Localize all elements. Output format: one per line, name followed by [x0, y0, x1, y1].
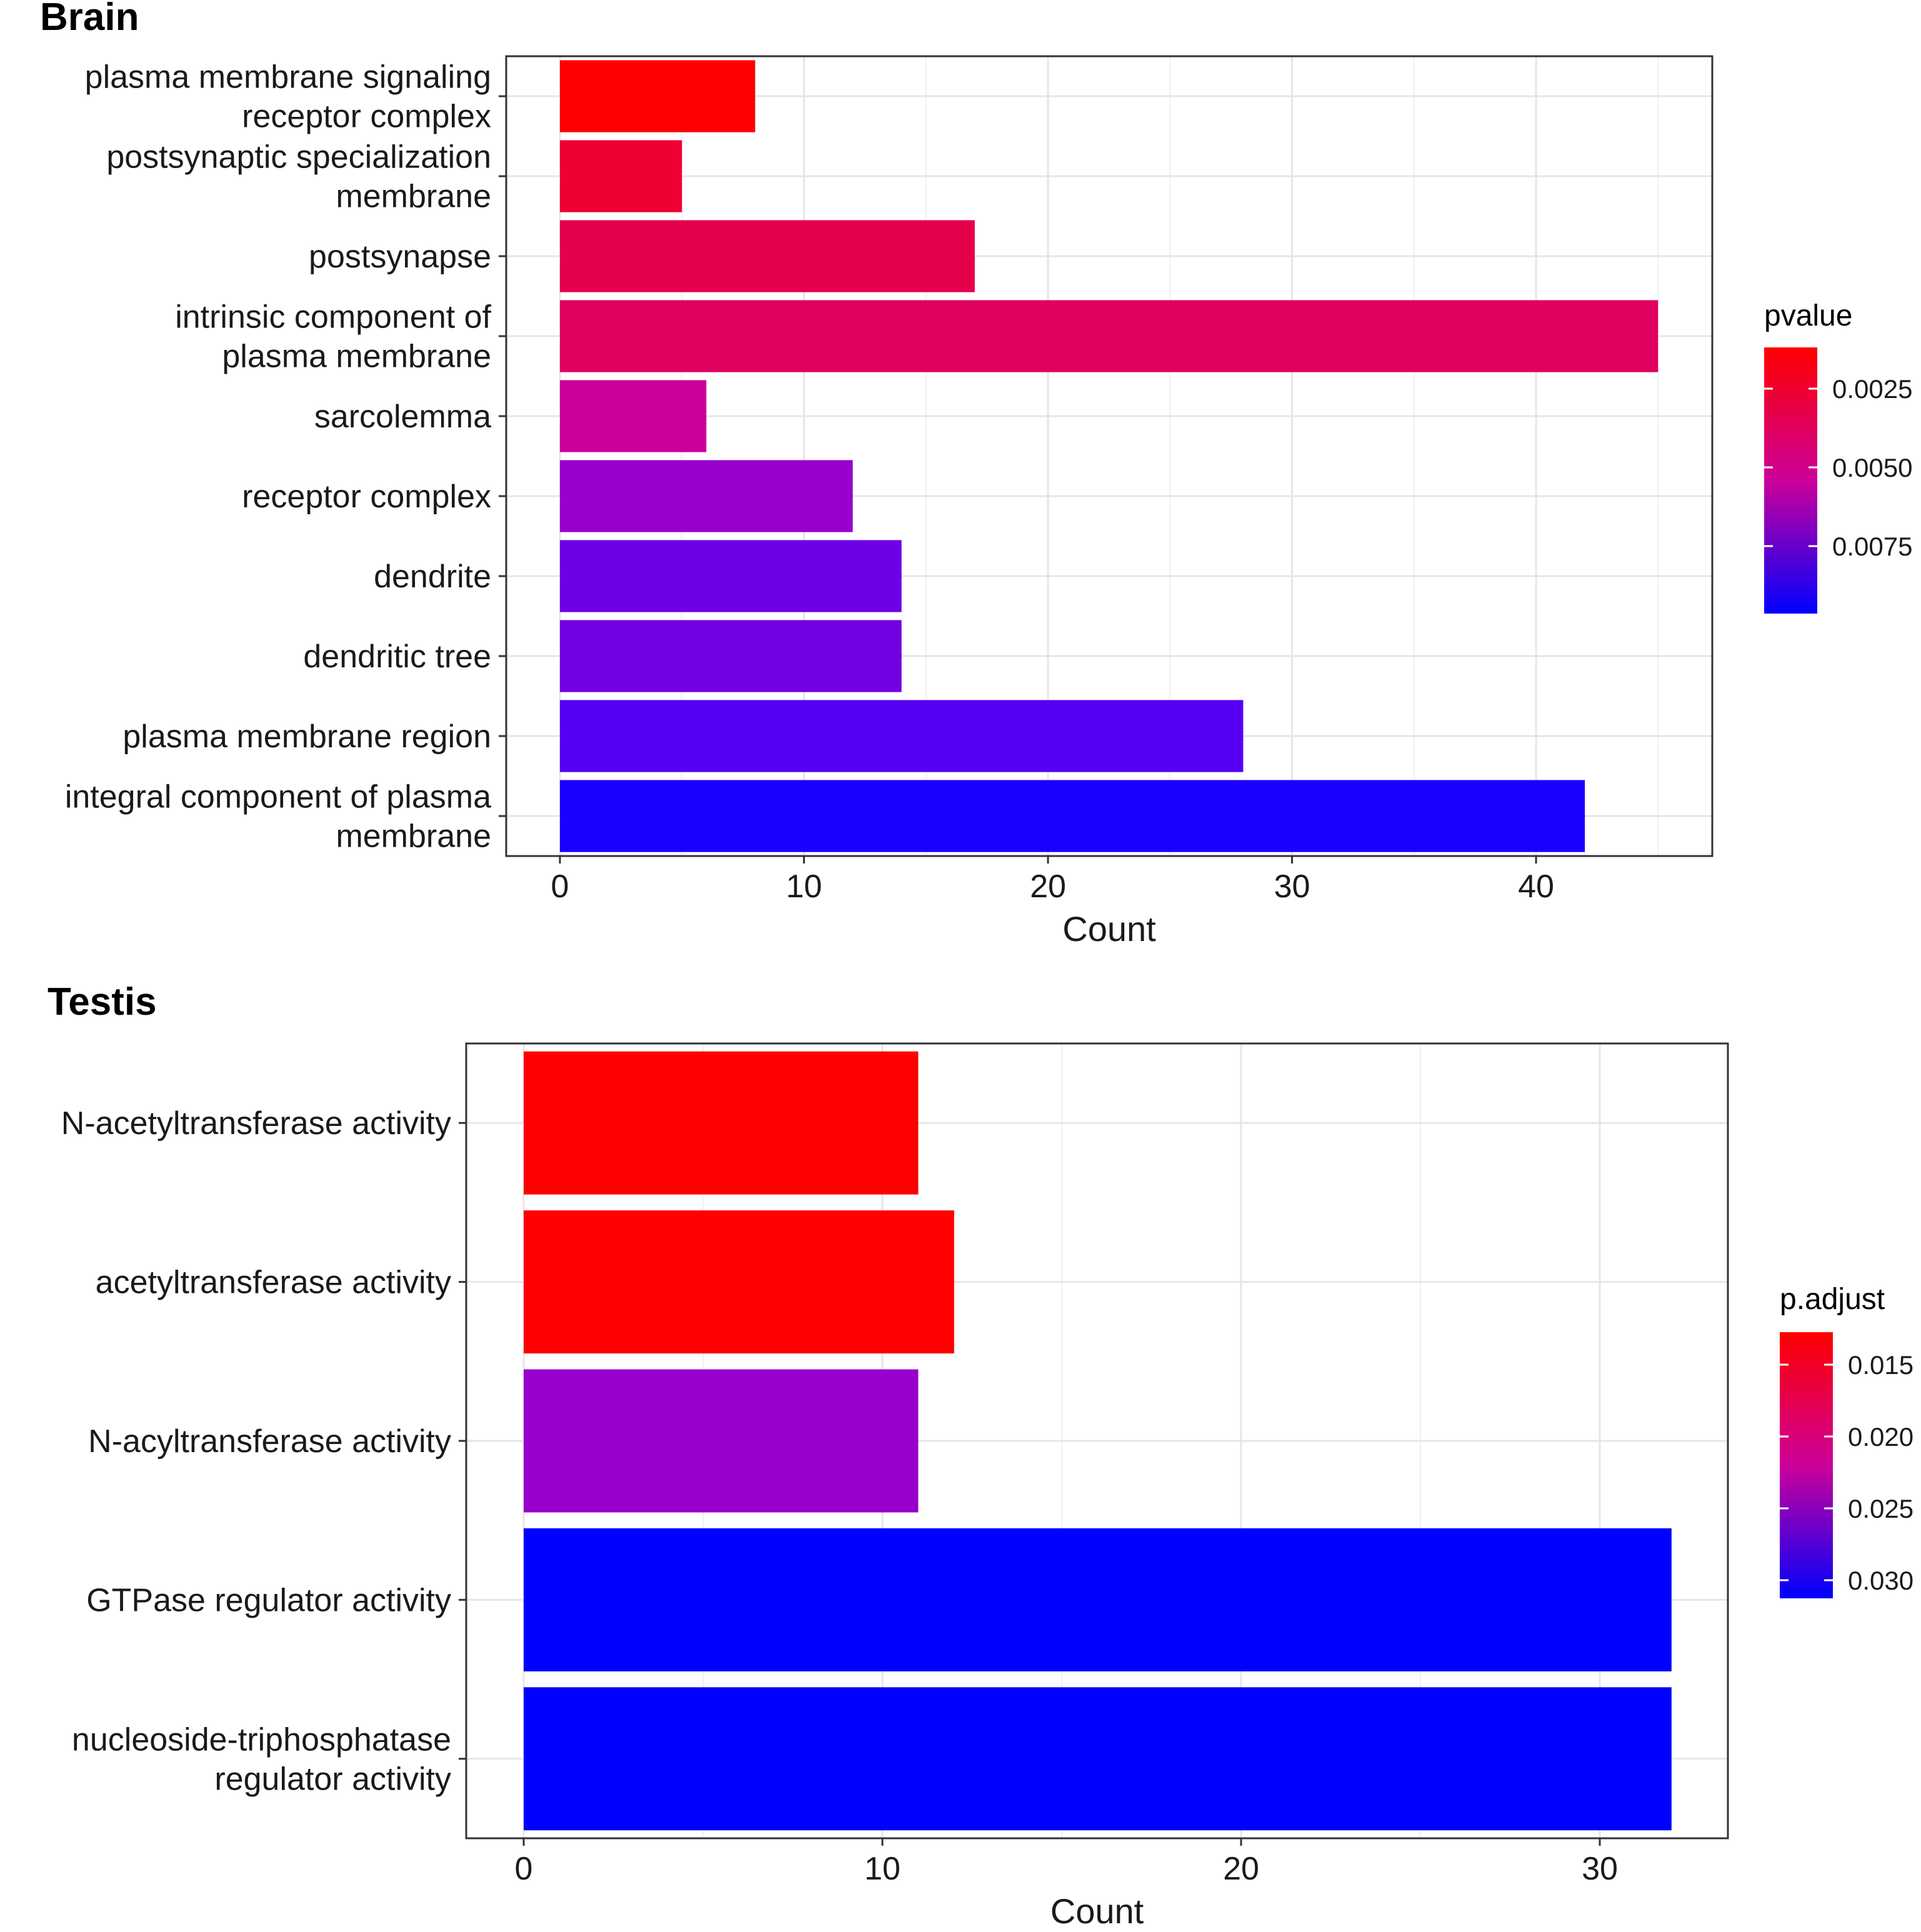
y-tick-label: acetyltransferase activity	[96, 1265, 451, 1301]
y-tick-label: N-acyltransferase activity	[88, 1423, 451, 1460]
y-tick-label: plasma membrane signaling receptor comple…	[85, 59, 491, 135]
bar	[560, 620, 902, 692]
legend-tick-label: 0.020	[1848, 1422, 1914, 1451]
y-tick-label: integral component of plasma membrane	[65, 779, 491, 855]
bar	[560, 140, 682, 212]
legend-colorbar	[1764, 347, 1817, 614]
legend-tick-label: 0.015	[1848, 1350, 1914, 1380]
bar	[560, 60, 756, 132]
y-tick-label: intrinsic component of plasma membrane	[175, 299, 491, 375]
y-tick-label: dendrite	[374, 559, 491, 595]
x-tick-label: 0	[515, 1851, 533, 1887]
legend-tick-label: 0.0025	[1832, 374, 1912, 404]
bar	[524, 1051, 919, 1195]
y-tick-label: plasma membrane region	[122, 719, 491, 755]
bar	[524, 1528, 1672, 1671]
x-tick-label: 30	[1582, 1851, 1618, 1887]
x-tick-label: 20	[1030, 869, 1066, 905]
y-tick-label: sarcolemma	[314, 399, 491, 435]
x-axis-title: Count	[1062, 909, 1156, 949]
y-tick-label: receptor complex	[242, 479, 491, 515]
y-tick-label: postsynaptic specialization membrane	[106, 139, 491, 215]
legend-tick-label: 0.0075	[1832, 532, 1912, 561]
brain-panel: Brain plasma membrane signaling receptor …	[0, 0, 1921, 962]
x-tick-label: 30	[1274, 869, 1310, 905]
brain-legend-title: pvalue	[1764, 299, 1853, 332]
testis-panel: Testis N-acetyltransferase activity acety…	[0, 962, 1921, 1932]
y-tick-label: postsynapse	[309, 239, 491, 275]
y-tick-label: GTPase regulator activity	[86, 1582, 451, 1618]
testis-chart-title: Testis	[47, 980, 157, 1023]
y-tick-label: nucleoside-triphosphatase regulator activ…	[72, 1721, 451, 1797]
y-tick-label: N-acetyltransferase activity	[61, 1105, 451, 1142]
testis-bar-chart: N-acetyltransferase activity acetyltransf…	[61, 1042, 1914, 1931]
bar	[560, 700, 1244, 772]
testis-legend-title: p.adjust	[1780, 1283, 1885, 1316]
bar	[560, 780, 1585, 852]
bar	[560, 540, 902, 612]
brain-chart-title: Brain	[40, 0, 139, 39]
x-tick-label: 0	[551, 869, 569, 905]
x-axis-title: Count	[1050, 1891, 1144, 1931]
legend-tick-label: 0.025	[1848, 1494, 1914, 1523]
x-tick-label: 10	[864, 1851, 901, 1887]
bar	[524, 1687, 1672, 1831]
bar	[560, 220, 975, 292]
bar	[524, 1369, 919, 1513]
x-tick-label: 40	[1518, 869, 1554, 905]
bar	[560, 460, 853, 532]
legend-tick-label: 0.0050	[1832, 453, 1912, 482]
bar	[524, 1210, 954, 1354]
y-tick-label: dendritic tree	[303, 639, 491, 675]
x-tick-label: 20	[1223, 1851, 1259, 1887]
bar	[560, 300, 1659, 372]
brain-bar-chart: plasma membrane signaling receptor comple…	[65, 55, 1912, 949]
legend-colorbar	[1780, 1332, 1833, 1598]
bar	[560, 380, 707, 452]
legend-tick-label: 0.030	[1848, 1566, 1914, 1595]
x-tick-label: 10	[786, 869, 822, 905]
plot-border	[505, 55, 1714, 857]
